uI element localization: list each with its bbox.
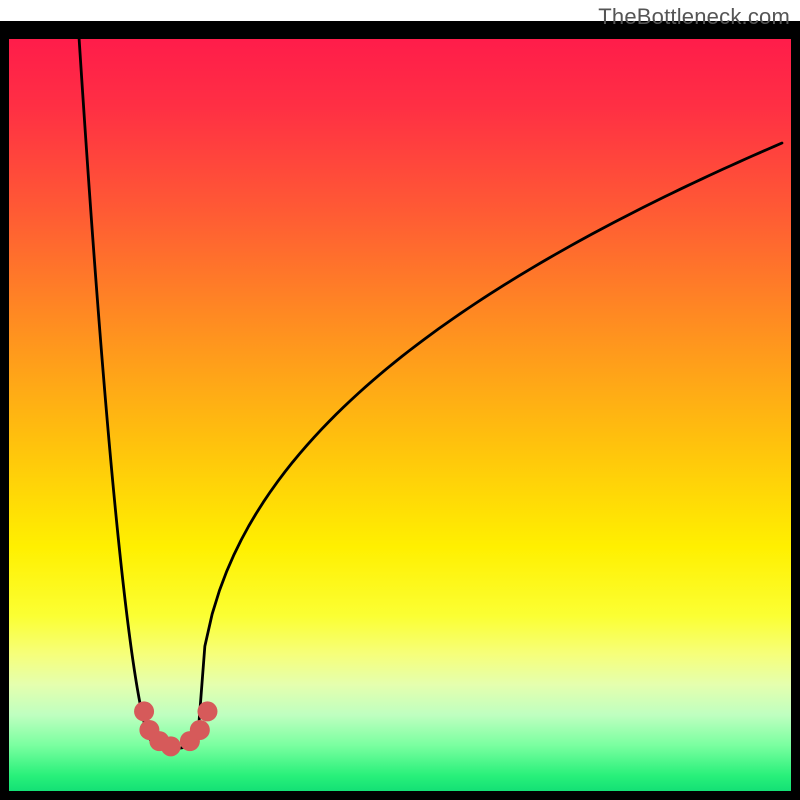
chart-stage: TheBottleneck.com [0, 0, 800, 800]
gradient-plot-area [9, 30, 791, 791]
frame-left [0, 30, 9, 800]
watermark-text: TheBottleneck.com [598, 4, 790, 30]
background-svg [0, 0, 800, 800]
frame-right [791, 30, 800, 800]
frame-bottom [0, 791, 800, 800]
frame-top-fix [0, 30, 800, 39]
